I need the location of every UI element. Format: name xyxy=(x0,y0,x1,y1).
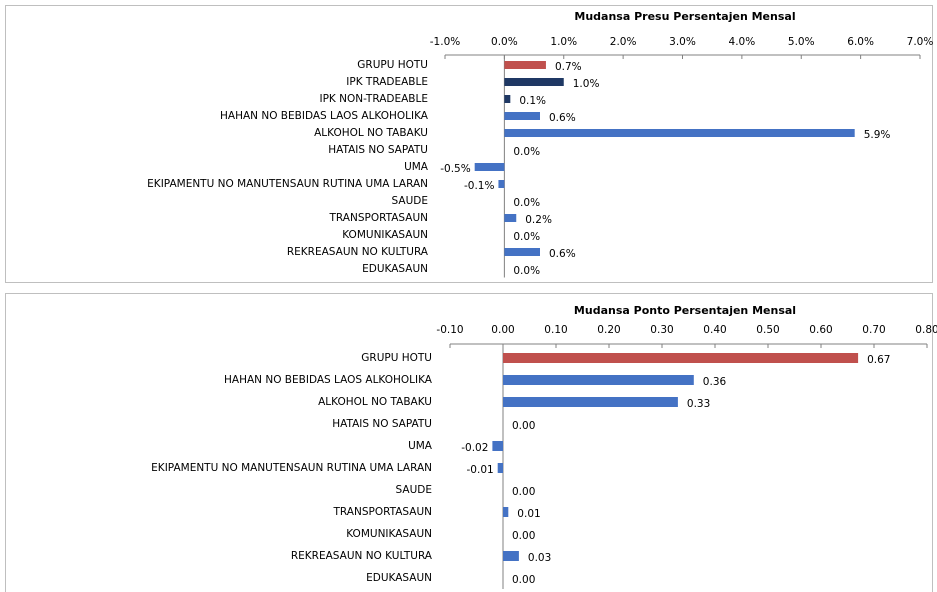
x-tick-label: 0.00 xyxy=(491,324,514,336)
category-label: EKIPAMENTU NO MANUTENSAUN RUTINA UMA LAR… xyxy=(147,178,428,190)
value-label: 0.01 xyxy=(517,508,540,520)
chart-title: Mudansa Ponto Persentajen Mensal xyxy=(574,304,796,317)
x-tick-label: 0.0% xyxy=(491,36,518,48)
x-tick-label: 6.0% xyxy=(847,36,874,48)
category-label: SAUDE xyxy=(396,484,432,496)
value-label: 0.0% xyxy=(513,231,540,243)
bar xyxy=(474,163,505,171)
value-label: 0.1% xyxy=(519,95,546,107)
bar xyxy=(492,441,503,451)
x-tick-label: -0.10 xyxy=(436,324,463,336)
category-label: KOMUNIKASAUN xyxy=(342,229,428,241)
x-tick-label: 2.0% xyxy=(610,36,637,48)
x-tick-label: 0.50 xyxy=(756,324,779,336)
bar xyxy=(504,129,855,137)
value-label: 0.00 xyxy=(512,486,535,498)
value-label: 0.6% xyxy=(549,248,576,260)
category-label: HAHAN NO BEBIDAS LAOS ALKOHOLIKA xyxy=(224,374,433,386)
value-label: 0.33 xyxy=(687,398,710,410)
value-label: 0.2% xyxy=(525,214,552,226)
category-label: HATAIS NO SAPATU xyxy=(332,418,432,430)
bar xyxy=(504,214,517,222)
category-label: REKREASAUN NO KULTURA xyxy=(291,550,433,562)
value-label: 0.00 xyxy=(512,574,535,586)
value-label: 5.9% xyxy=(864,129,891,141)
bar xyxy=(504,61,546,69)
x-tick-label: 0.40 xyxy=(703,324,726,336)
category-label: GRUPU HOTU xyxy=(361,352,432,364)
value-label: -0.01 xyxy=(467,464,494,476)
value-label: 0.6% xyxy=(549,112,576,124)
category-label: HAHAN NO BEBIDAS LAOS ALKOHOLIKA xyxy=(220,110,429,122)
bar xyxy=(504,112,540,120)
bar xyxy=(497,463,503,473)
category-label: TRANSPORTASAUN xyxy=(329,212,428,224)
x-tick-label: 0.80 xyxy=(915,324,937,336)
value-label: 0.03 xyxy=(528,552,551,564)
category-label: REKREASAUN NO KULTURA xyxy=(287,246,429,258)
bar xyxy=(503,397,678,407)
bar xyxy=(503,353,859,363)
bar xyxy=(504,78,564,86)
x-tick-label: 7.0% xyxy=(907,36,934,48)
x-tick-label: 0.20 xyxy=(597,324,620,336)
category-label: EDUKASAUN xyxy=(362,263,428,275)
category-label: IPK TRADEABLE xyxy=(346,76,428,88)
category-label: EKIPAMENTU NO MANUTENSAUN RUTINA UMA LAR… xyxy=(151,462,432,474)
x-tick-label: 4.0% xyxy=(729,36,756,48)
category-label: EDUKASAUN xyxy=(366,572,432,584)
bar xyxy=(504,95,511,103)
bar xyxy=(503,507,509,517)
x-tick-label: 1.0% xyxy=(550,36,577,48)
category-label: SAUDE xyxy=(392,195,428,207)
x-tick-label: 5.0% xyxy=(788,36,815,48)
chart-title: Mudansa Presu Persentajen Mensal xyxy=(574,10,795,23)
bar xyxy=(503,551,519,561)
bar xyxy=(503,375,694,385)
value-label: -0.02 xyxy=(461,442,488,454)
category-label: KOMUNIKASAUN xyxy=(346,528,432,540)
category-label: GRUPU HOTU xyxy=(357,59,428,71)
x-tick-label: 0.60 xyxy=(809,324,832,336)
x-tick-label: 3.0% xyxy=(669,36,696,48)
x-tick-label: 0.70 xyxy=(862,324,885,336)
value-label: -0.5% xyxy=(440,163,470,175)
category-label: ALKOHOL NO TABAKU xyxy=(314,127,428,139)
value-label: 0.0% xyxy=(513,146,540,158)
value-label: 0.36 xyxy=(703,376,727,388)
category-label: UMA xyxy=(404,161,429,173)
chart-frame xyxy=(5,5,933,283)
value-label: 1.0% xyxy=(573,78,600,90)
bar xyxy=(498,180,505,188)
x-tick-label: -1.0% xyxy=(430,36,460,48)
value-label: 0.00 xyxy=(512,530,535,542)
category-label: UMA xyxy=(408,440,433,452)
category-label: HATAIS NO SAPATU xyxy=(328,144,428,156)
category-label: ALKOHOL NO TABAKU xyxy=(318,396,432,408)
chart-frame xyxy=(5,293,933,592)
value-label: -0.1% xyxy=(464,180,494,192)
x-tick-label: 0.10 xyxy=(544,324,567,336)
category-label: TRANSPORTASAUN xyxy=(333,506,432,518)
bar xyxy=(504,248,540,256)
value-label: 0.7% xyxy=(555,61,582,73)
value-label: 0.67 xyxy=(867,354,890,366)
value-label: 0.00 xyxy=(512,420,535,432)
category-label: IPK NON-TRADEABLE xyxy=(319,93,428,105)
value-label: 0.0% xyxy=(513,197,540,209)
x-tick-label: 0.30 xyxy=(650,324,673,336)
value-label: 0.0% xyxy=(513,265,540,277)
